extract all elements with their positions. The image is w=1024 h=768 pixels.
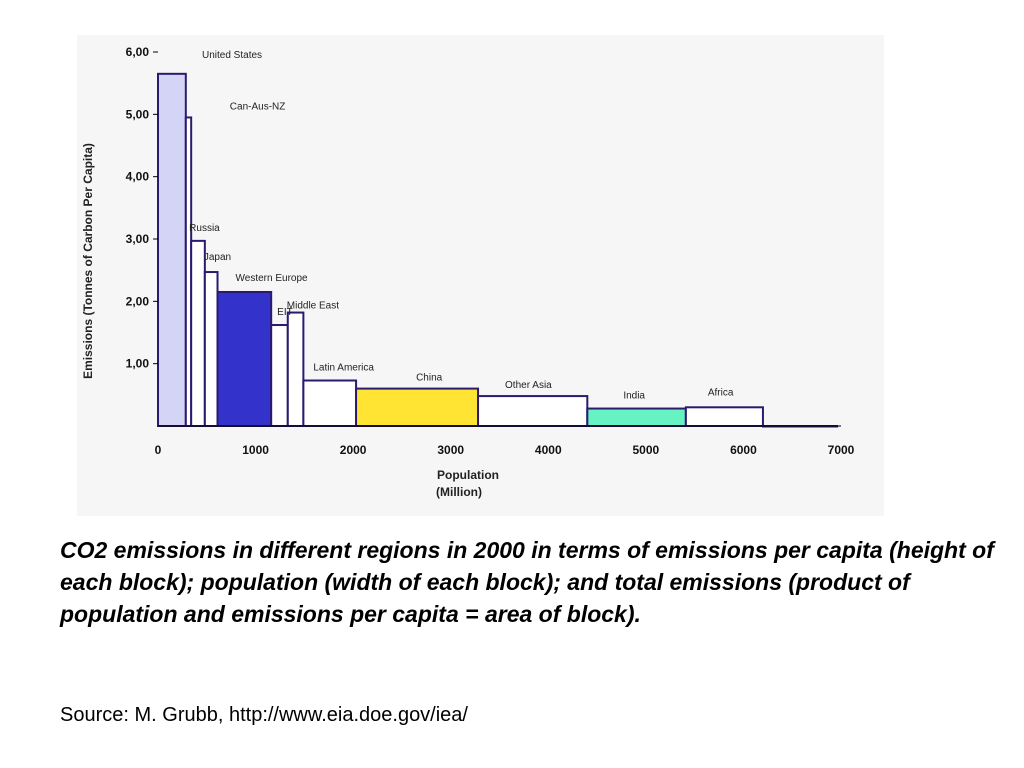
y-axis-title: Emissions (Tonnes of Carbon Per Capita) <box>81 143 95 379</box>
block-russia <box>190 239 206 427</box>
block-other-asia <box>477 395 589 427</box>
block-africa <box>684 406 764 427</box>
axes-layer: 6,00 5,00 4,00 3,00 2,00 1,00 0 1000 2000 3000 400… <box>126 45 855 457</box>
region-label-africa: Africa <box>708 387 734 398</box>
y-tick-label: 6,00 <box>126 45 150 59</box>
region-label-western-europe: Western Europe <box>236 273 309 284</box>
x-tick-label: 3000 <box>437 443 464 457</box>
block-japan <box>203 271 219 427</box>
x-tick-label: 0 <box>155 443 162 457</box>
x-axis-subtitle: (Million) <box>436 485 482 499</box>
block-western-europe <box>216 290 273 427</box>
region-label-russia: Russia <box>189 223 220 234</box>
y-tick-label: 3,00 <box>126 232 150 246</box>
x-tick-label: 6000 <box>730 443 757 457</box>
chart-panel: 6,00 5,00 4,00 3,00 2,00 1,00 0 1000 2000 3000 400… <box>77 35 884 516</box>
block-united-states <box>157 72 187 427</box>
y-tick-label: 2,00 <box>126 294 150 308</box>
y-tick-label: 4,00 <box>126 170 150 184</box>
x-tick-label: 5000 <box>633 443 660 457</box>
x-tick-label: 7000 <box>828 443 855 457</box>
x-tick-label: 1000 <box>242 443 269 457</box>
region-label-eit: EIT <box>277 307 293 318</box>
source-citation: Source: M. Grubb, http://www.eia.doe.gov… <box>60 704 468 726</box>
block-chart: 6,00 5,00 4,00 3,00 2,00 1,00 0 1000 2000 3000 400… <box>81 45 855 499</box>
block-latin-america <box>302 379 358 428</box>
y-tick-label: 1,00 <box>126 357 150 371</box>
region-label-japan: Japan <box>204 252 231 263</box>
region-label-india: India <box>623 391 645 402</box>
block-middle-east <box>286 311 305 428</box>
block-china <box>355 387 480 428</box>
region-label-middle-east: Middle East <box>287 301 339 312</box>
region-label-can-aus-nz: Can-Aus-NZ <box>230 101 286 112</box>
region-label-china: China <box>416 373 443 384</box>
region-label-other-asia: Other Asia <box>505 380 552 391</box>
blocks-layer <box>157 72 839 428</box>
figure-caption: CO2 emissions in different regions in 20… <box>60 537 994 627</box>
x-tick-label: 2000 <box>340 443 367 457</box>
region-label-latin-america: Latin America <box>313 362 374 373</box>
region-label-united-states: United States <box>202 50 262 61</box>
block-india <box>586 407 687 427</box>
y-tick-label: 5,00 <box>126 107 150 121</box>
x-axis-title: Population <box>437 468 499 482</box>
labels-layer: United States Can-Aus-NZ Russia Japan Wester… <box>189 50 734 402</box>
x-tick-label: 4000 <box>535 443 562 457</box>
block-eit <box>270 324 289 427</box>
